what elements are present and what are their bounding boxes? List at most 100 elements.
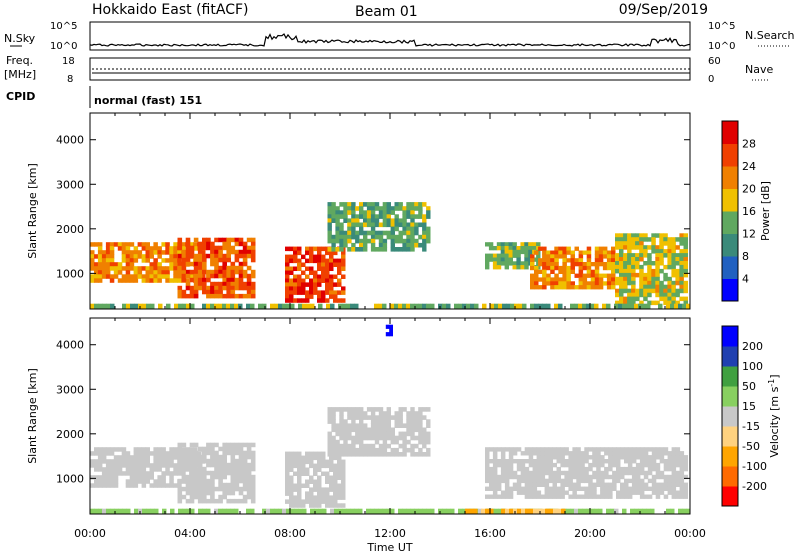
scatter-cell [542,258,547,263]
scatter-cell [550,285,555,290]
scatter-cell [181,270,186,275]
scatter-cell [206,303,211,310]
scatter-cell [554,285,559,290]
scatter-cell [410,222,415,228]
scatter-cell [627,253,632,258]
scatter-cell [305,455,310,461]
scatter-cell [193,447,198,452]
scatter-cell [321,495,326,500]
scatter-cell [343,238,348,244]
scatter-cell [532,246,537,251]
scatter-cell [161,242,166,247]
scatter-cell [627,451,633,456]
scatter-cell [339,222,344,228]
scatter-cell [337,282,342,287]
scatter-cell [426,206,431,211]
scatter-cell [615,288,620,294]
scatter-cell [504,474,510,480]
scatter-cell [246,486,252,492]
scatter-cell [538,262,543,267]
scatter-cell [327,202,332,207]
scatter-cell [576,494,581,499]
scatter-cell [552,470,557,476]
scatter-cell [250,486,256,492]
scatter-cell [359,415,364,420]
scatter-cell [536,242,541,247]
scatter-cell [359,210,364,215]
scatter-cell [552,462,557,468]
scatter-cell [683,466,688,472]
scatter-cell [351,242,356,248]
nsky-label: N.Sky [4,32,36,45]
scatter-cell [663,462,669,468]
scatter-cell [596,447,601,452]
scatter-cell [214,269,219,275]
scatter-cell [321,451,326,457]
scatter-cell [185,273,191,279]
scatter-cell [341,503,346,508]
scatter-cell [492,257,498,262]
scatter-cell [502,303,507,310]
scatter-cell [90,463,95,468]
scatter-cell [596,478,601,484]
scatter-cell [631,451,637,456]
scatter-cell [643,233,648,238]
scatter-cell [584,474,589,480]
scatter-cell [246,490,252,496]
scatter-cell [210,249,215,255]
scatter-cell [169,451,174,456]
scatter-cell [343,202,348,207]
scatter-cell [149,463,154,468]
scatter-cell [341,471,346,476]
scatter-cell [620,494,625,499]
scatter-cell [333,282,338,287]
scatter-cell [222,450,227,456]
scatter-cell [165,483,170,488]
scatter-cell [508,474,514,480]
scatter-cell [98,303,103,310]
scatter-cell [560,459,565,464]
scatter-cell [667,237,672,242]
scatter-cell [343,230,348,236]
scatter-cell [635,292,640,298]
scatter-cell [134,508,139,515]
scatter-cell [631,284,636,290]
scatter-cell [663,292,668,298]
scatter-cell [505,508,510,515]
scatter-cell [193,450,199,456]
scatter-cell [129,258,135,263]
scatter-cell [197,253,203,259]
scatter-cell [331,435,336,441]
scatter-cell [250,458,256,464]
scatter-cell [238,265,244,271]
scatter-cell [604,447,609,452]
scatter-cell [516,462,522,468]
scatter-cell [202,265,207,271]
scatter-cell [321,254,326,260]
scatter-cell [234,462,240,468]
scatter-cell [305,459,310,465]
scatter-cell [600,494,605,499]
scatter-cell [627,272,632,278]
nsearch-label: N.Search [745,29,795,42]
scatter-cell [202,269,207,275]
scatter-cell [242,285,248,291]
scatter-cell [374,230,380,236]
scatter-cell [410,423,415,428]
scatter-cell [566,508,571,515]
scatter-cell [337,491,342,496]
scatter-cell [305,246,310,252]
scatter-cell [556,470,561,476]
scatter-cell [105,266,111,271]
scatter-cell [363,443,368,449]
scatter-cell [410,411,415,416]
scatter-cell [679,261,684,266]
scatter-cell [146,303,151,310]
scatter-cell [675,482,681,487]
scatter-cell [309,294,314,299]
scatter-cell [193,470,199,476]
scatter-cell [402,508,407,515]
scatter-cell [226,446,231,452]
scatter-cell [655,292,660,298]
scatter-cell [339,419,344,424]
